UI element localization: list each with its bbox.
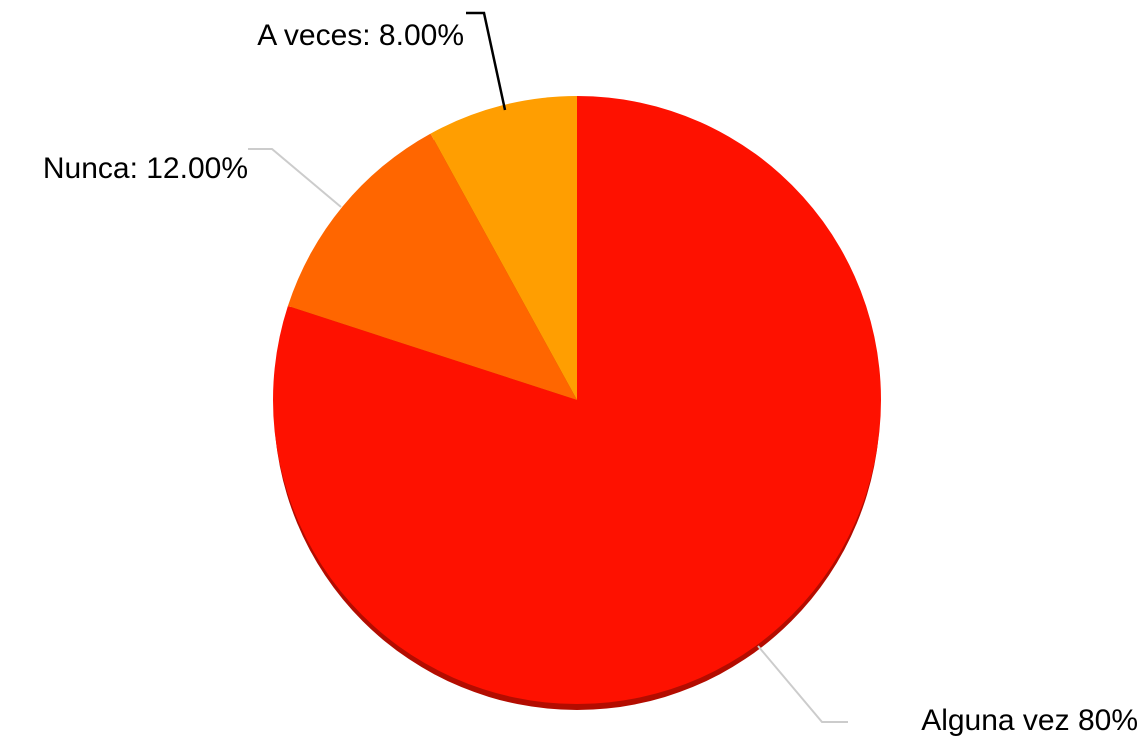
pie-slice-a-veces [430,96,577,400]
pie-slice-alguna-vez [273,96,882,704]
leader-line-a-veces [466,11,507,111]
data-label-a-veces: A veces: 8.00% [257,19,464,52]
pie-slice-nunca [287,133,577,400]
data-label-alguna-vez: Alguna vez 80% [921,704,1138,736]
leader-line-alguna-vez [757,645,848,723]
leader-line-nunca [248,148,342,208]
data-label-nunca: Nunca: 12.00% [43,152,248,185]
